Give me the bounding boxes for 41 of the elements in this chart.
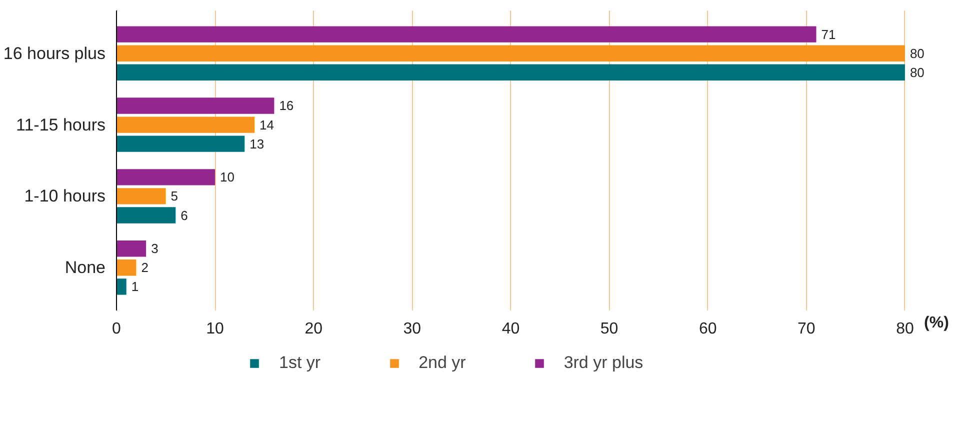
bar — [116, 64, 905, 80]
bar — [116, 207, 176, 224]
x-tick-label: 50 — [600, 320, 618, 338]
data-label: 5 — [170, 188, 178, 204]
data-label: 1 — [131, 279, 139, 294]
data-label: 14 — [259, 117, 274, 132]
bar — [116, 98, 274, 114]
bar — [116, 45, 905, 62]
data-label: 80 — [910, 64, 924, 80]
y-tick-label: 1-10 hours — [24, 186, 106, 206]
x-tick-label: 40 — [502, 320, 520, 338]
x-tick-label: 60 — [698, 320, 717, 338]
data-label: 13 — [250, 136, 264, 152]
data-label: 71 — [821, 26, 836, 42]
bar — [116, 169, 216, 186]
x-axis-title: (%) — [924, 314, 949, 332]
data-label: 80 — [910, 46, 924, 61]
x-tick-label: 20 — [304, 320, 323, 338]
legend-label: 1st yr — [279, 353, 321, 373]
y-tick-label: 16 hours plus — [3, 44, 106, 63]
data-label: 3 — [151, 241, 158, 256]
x-tick-label: 70 — [798, 320, 816, 338]
x-tick-label: 0 — [112, 320, 122, 338]
bar — [116, 26, 816, 42]
data-label: 6 — [180, 208, 188, 223]
x-tick-label: 30 — [403, 320, 422, 338]
bar — [116, 116, 254, 133]
bar — [116, 136, 245, 152]
x-tick-label: 10 — [206, 320, 224, 338]
bar — [116, 278, 126, 295]
y-tick-label: 11-15 hours — [16, 115, 106, 134]
data-label: 16 — [279, 98, 294, 114]
data-label: 10 — [220, 170, 235, 185]
bar — [116, 240, 146, 257]
y-tick-label: None — [64, 258, 106, 278]
legend-label: 2nd yr — [418, 353, 466, 373]
data-label: 2 — [141, 260, 148, 276]
legend-label: 3rd yr plus — [564, 353, 644, 373]
x-tick-label: 80 — [896, 320, 914, 338]
bar — [116, 188, 166, 204]
bar — [116, 260, 136, 276]
